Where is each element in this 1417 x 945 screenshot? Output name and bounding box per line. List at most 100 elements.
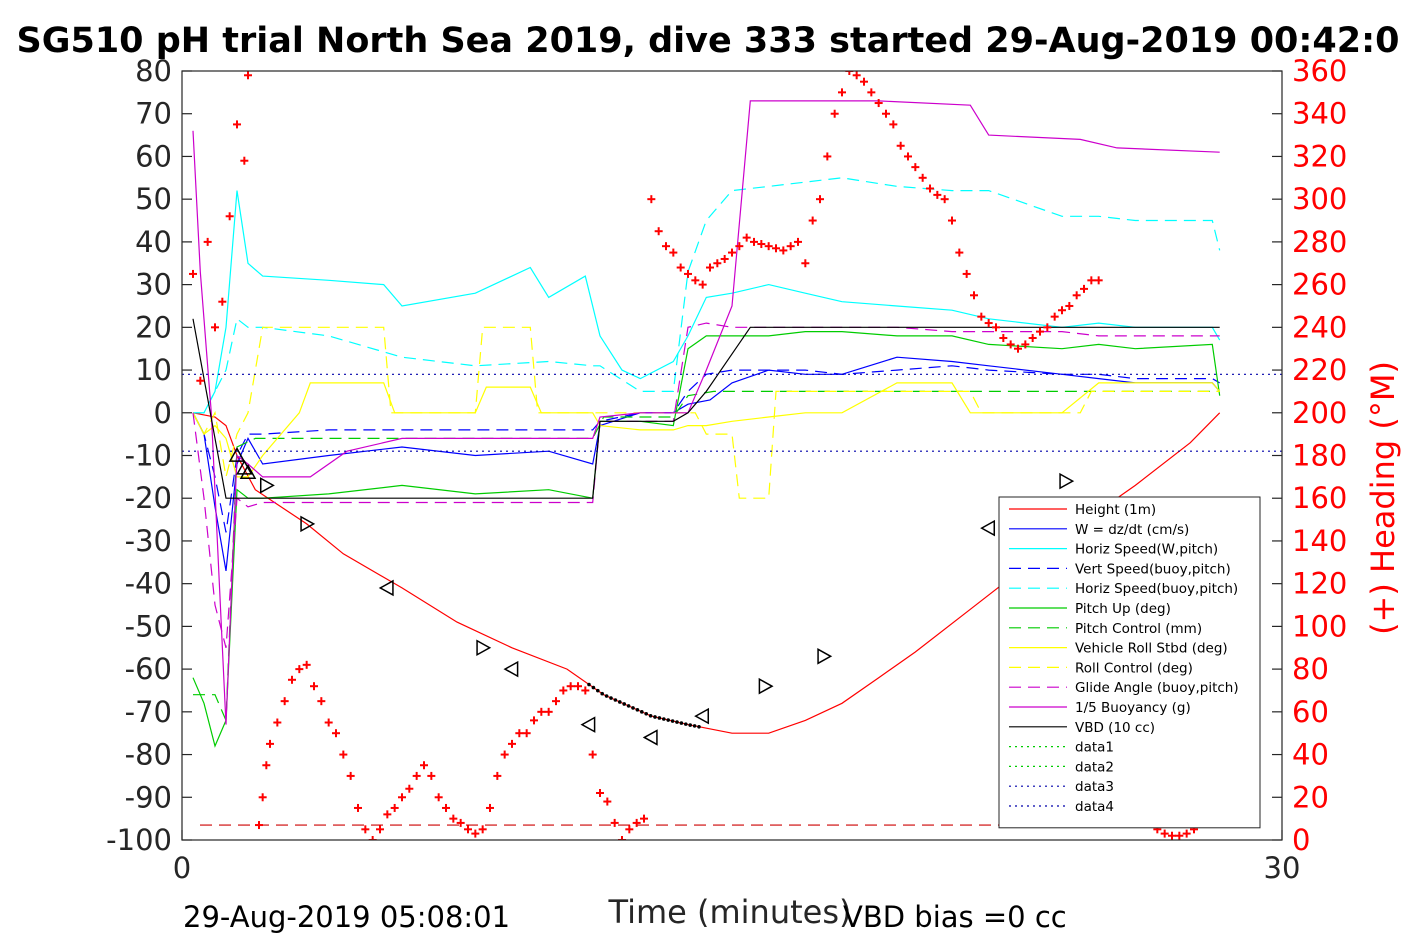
- legend-label: Vehicle Roll Stbd (deg): [1075, 641, 1228, 657]
- heading-point: [273, 718, 282, 727]
- triangle-marker: [378, 579, 394, 597]
- legend-label: Vert Speed(buoy,pitch): [1075, 561, 1231, 577]
- heading-point: [522, 729, 531, 738]
- legend-entry: Glide Angle (buoy,pitch): [1009, 680, 1239, 696]
- legend-entry: Height (1m): [1009, 502, 1156, 518]
- heading-point: [647, 195, 656, 204]
- heading-point: [735, 242, 744, 251]
- heading-point: [698, 280, 707, 289]
- heading-point: [574, 682, 582, 691]
- legend-label: data2: [1075, 759, 1114, 775]
- legend-label: data1: [1075, 740, 1114, 756]
- y-right-tick-label: 300: [1292, 182, 1347, 216]
- heading-point: [618, 836, 626, 840]
- heading-point: [933, 190, 942, 199]
- heading-point: [1006, 340, 1015, 349]
- heading-point: [691, 276, 700, 285]
- heading-point: [339, 750, 348, 759]
- legend-entry: W = dz/dt (cm/s): [1009, 522, 1189, 538]
- y-right-tick-label: 360: [1292, 54, 1347, 88]
- height-dot-marker: [622, 702, 626, 706]
- heading-point: [1080, 284, 1088, 293]
- heading-point: [427, 771, 436, 780]
- heading-point: [456, 818, 465, 827]
- legend-label: W = dz/dt (cm/s): [1075, 522, 1189, 538]
- triangle-marker: [980, 519, 996, 537]
- heading-point: [189, 269, 197, 278]
- heading-point: [845, 71, 854, 75]
- legend-entry: Horiz Speed(W,pitch): [1009, 542, 1218, 558]
- legend-entry: Vehicle Roll Stbd (deg): [1009, 641, 1228, 657]
- y-tick-label: 70: [135, 97, 172, 131]
- legend-entry: Roll Control (deg): [1009, 660, 1193, 676]
- heading-point: [1014, 344, 1022, 353]
- height-dot-marker: [587, 682, 591, 687]
- heading-point: [750, 237, 758, 246]
- triangle-marker: [642, 729, 658, 746]
- height-dot-marker: [631, 706, 635, 710]
- y-tick-label: -100: [106, 823, 172, 857]
- heading-point: [874, 99, 883, 108]
- heading-point: [720, 254, 729, 263]
- y-tick-label: -10: [125, 439, 172, 473]
- heading-point: [1168, 831, 1176, 840]
- height-dot-marker: [613, 698, 618, 702]
- heading-point: [999, 334, 1008, 343]
- heading-point: [977, 312, 986, 321]
- legend-label: Horiz Speed(W,pitch): [1075, 542, 1218, 558]
- y-axis-right-label: (+) Heading (°M): [1364, 361, 1402, 635]
- heading-point: [233, 120, 241, 129]
- heading-point: [486, 803, 494, 812]
- y-tick-label: 0: [154, 396, 172, 430]
- height-dot-marker: [604, 694, 609, 698]
- heading-point: [324, 718, 333, 727]
- heading-point: [544, 707, 553, 716]
- y-tick-label: -90: [125, 780, 172, 814]
- y-right-tick-label: 120: [1292, 567, 1347, 601]
- heading-point: [911, 163, 920, 172]
- y-tick-label: -80: [125, 738, 172, 772]
- axes: 80706050403020100-10-20-30-40-50-60-70-8…: [106, 54, 1347, 885]
- x-axis-label: Time (minutes): [608, 893, 852, 931]
- heading-point: [940, 195, 949, 204]
- heading-point: [383, 810, 392, 819]
- y-tick-label: -50: [125, 609, 172, 643]
- series-line-11: [192, 100, 1220, 725]
- triangle-marker: [694, 707, 710, 725]
- y-tick-label: -20: [125, 481, 172, 515]
- heading-point: [332, 729, 340, 738]
- heading-point: [478, 825, 487, 834]
- heading-point: [1050, 312, 1059, 321]
- triangle-marker: [758, 677, 774, 695]
- heading-point: [559, 686, 568, 695]
- triangle-marker: [503, 660, 519, 678]
- heading-point: [398, 793, 406, 802]
- y-right-tick-label: 20: [1292, 780, 1329, 814]
- legend-entry: data3: [1009, 779, 1114, 795]
- heading-point: [596, 789, 604, 798]
- height-dot-marker: [684, 722, 688, 726]
- x-tick-label: 30: [1264, 851, 1301, 885]
- heading-point: [346, 771, 355, 780]
- heading-point: [581, 686, 590, 695]
- heading-point: [1072, 291, 1081, 300]
- legend-entry: Vert Speed(buoy,pitch): [1009, 561, 1231, 577]
- legend-label: Glide Angle (buoy,pitch): [1075, 680, 1239, 696]
- heading-point: [434, 793, 443, 802]
- legend-label: Roll Control (deg): [1075, 660, 1193, 676]
- legend-box: [998, 496, 1261, 829]
- y-tick-label: -60: [125, 652, 172, 686]
- heading-point: [280, 697, 289, 706]
- legend-label: Height (1m): [1075, 502, 1156, 518]
- heading-point: [808, 216, 817, 225]
- heading-point: [218, 297, 227, 306]
- heading-point: [302, 660, 311, 669]
- heading-point: [405, 784, 414, 793]
- heading-point: [962, 269, 971, 278]
- heading-point: [390, 803, 399, 812]
- height-dot-marker: [609, 696, 613, 700]
- x-tick-label: 0: [173, 851, 191, 885]
- heading-point: [442, 803, 450, 812]
- height-dot-marker: [653, 715, 657, 719]
- heading-point: [464, 825, 472, 834]
